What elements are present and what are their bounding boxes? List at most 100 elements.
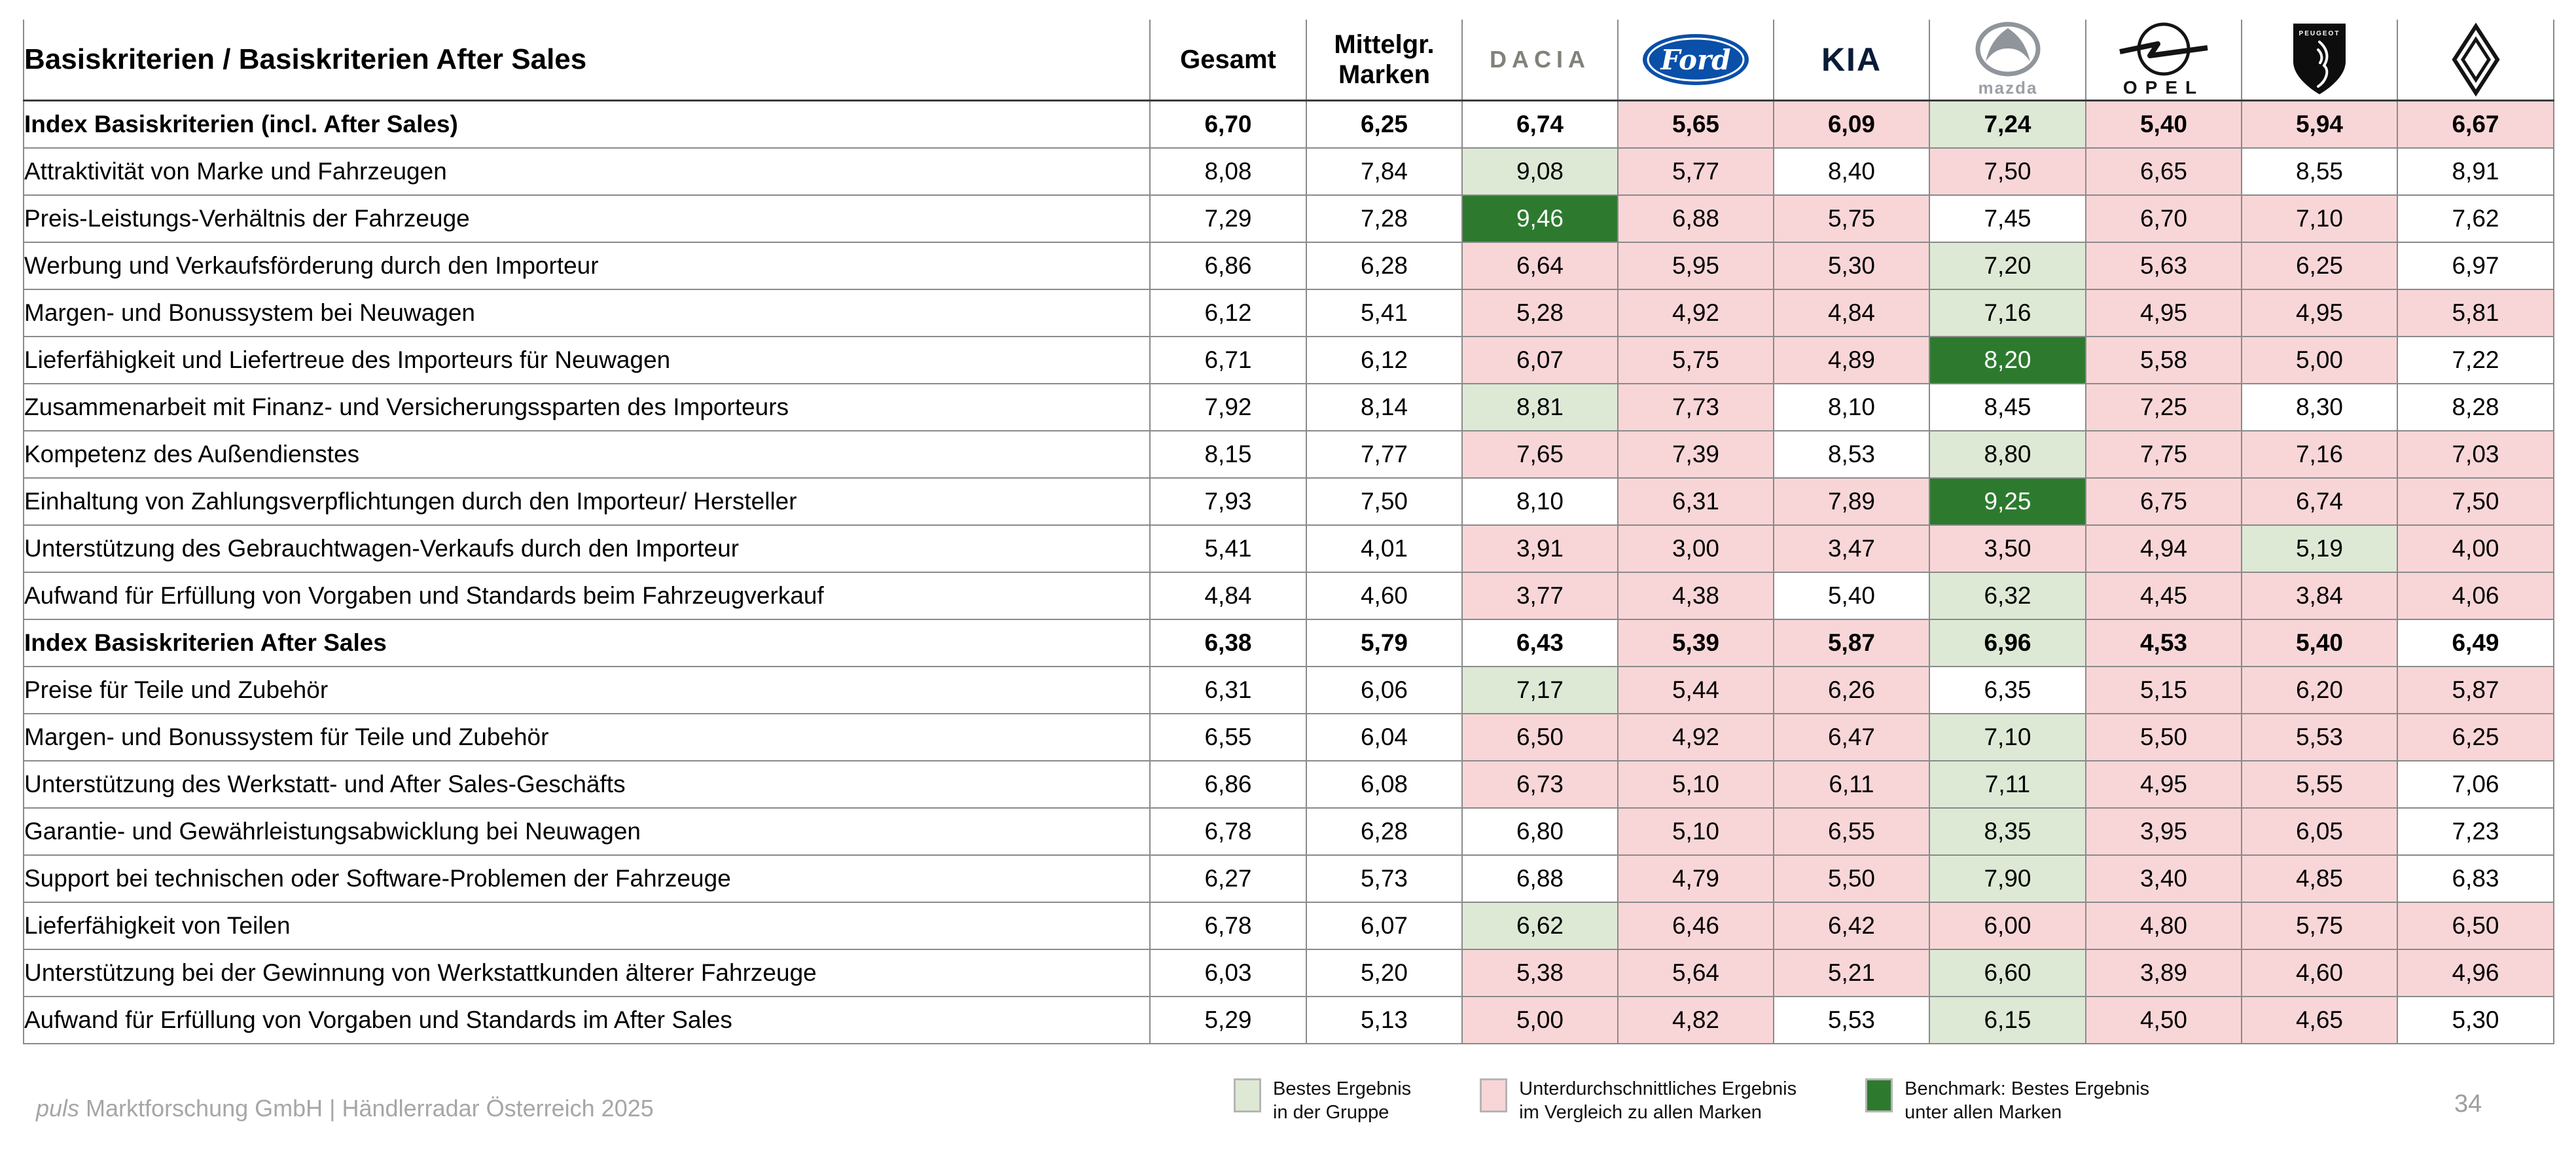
table-title: Basiskriterien / Basiskriterien After Sa… (23, 20, 1151, 101)
value-cell: 7,25 (2085, 382, 2242, 431)
value-cell: 5,53 (2241, 712, 2398, 761)
value-cell: 5,40 (2085, 100, 2242, 149)
table-row: Kompetenz des Außendienstes 8,15 7,77 7,65 7… (23, 430, 2554, 479)
value-cell: 6,20 (2241, 665, 2398, 714)
value-cell: 4,45 (2085, 571, 2242, 620)
value-cell: 6,75 (2085, 477, 2242, 526)
value-cell: 6,78 (1149, 901, 1307, 950)
value-cell: 7,77 (1306, 430, 1463, 479)
table-row: Unterstützung bei der Gewinnung von Werk… (23, 948, 2554, 997)
value-cell: 4,79 (1617, 854, 1774, 903)
value-cell: 3,91 (1461, 524, 1619, 573)
value-cell: 6,74 (1461, 100, 1619, 149)
legend-line: im Vergleich zu allen Marken (1519, 1102, 1762, 1124)
row-label: Garantie- und Gewährleistungsabwicklung … (23, 807, 1151, 856)
table-row: Unterstützung des Werkstatt- und After S… (23, 760, 2554, 809)
value-cell: 8,80 (1929, 430, 2086, 479)
value-cell: 5,63 (2085, 241, 2242, 290)
value-cell: 5,19 (2241, 524, 2398, 573)
value-cell: 7,45 (1929, 194, 2086, 243)
value-cell: 7,93 (1149, 477, 1307, 526)
svg-text:mazda: mazda (1978, 78, 2037, 98)
value-cell: 5,75 (1773, 194, 1930, 243)
row-label: Lieferfähigkeit und Liefertreue des Impo… (23, 335, 1151, 384)
value-cell: 6,27 (1149, 854, 1307, 903)
value-cell: 9,46 (1461, 194, 1619, 243)
value-cell: 6,49 (2397, 618, 2554, 667)
value-cell: 5,87 (2397, 665, 2554, 714)
footer-source: puls Marktforschung GmbH | Händlerradar … (36, 1095, 654, 1122)
value-cell: 6,67 (2397, 100, 2554, 149)
header-col-ford: Ford (1617, 20, 1774, 101)
value-cell: 7,84 (1306, 147, 1463, 196)
value-cell: 9,08 (1461, 147, 1619, 196)
value-cell: 6,15 (1929, 995, 2086, 1044)
value-cell: 7,24 (1929, 100, 2086, 149)
header-col-dacia: DACIA (1461, 20, 1619, 101)
row-label: Preise für Teile und Zubehör (23, 665, 1151, 714)
value-cell: 7,89 (1773, 477, 1930, 526)
value-cell: 6,96 (1929, 618, 2086, 667)
value-cell: 4,84 (1149, 571, 1307, 620)
value-cell: 4,84 (1773, 288, 1930, 337)
value-cell: 5,20 (1306, 948, 1463, 997)
value-cell: 5,15 (2085, 665, 2242, 714)
value-cell: 5,10 (1617, 807, 1774, 856)
value-cell: 4,01 (1306, 524, 1463, 573)
value-cell: 8,81 (1461, 382, 1619, 431)
legend-line: Unterdurchschnittliches Ergebnis (1519, 1078, 1797, 1099)
value-cell: 6,12 (1306, 335, 1463, 384)
value-cell: 6,46 (1617, 901, 1774, 950)
row-label: Kompetenz des Außendienstes (23, 430, 1151, 479)
value-cell: 6,06 (1306, 665, 1463, 714)
svg-text:PEUGEOT: PEUGEOT (2299, 30, 2340, 37)
legend: Bestes Ergebnis in der Gruppe Unterdurch… (1234, 1077, 2149, 1125)
value-cell: 5,53 (1773, 995, 1930, 1044)
row-label: Werbung und Verkaufsförderung durch den … (23, 241, 1151, 290)
value-cell: 6,64 (1461, 241, 1619, 290)
value-cell: 5,55 (2241, 760, 2398, 809)
value-cell: 7,75 (2085, 430, 2242, 479)
value-cell: 4,00 (2397, 524, 2554, 573)
legend-line: unter allen Marken (1905, 1102, 2062, 1124)
table-body: Index Basiskriterien (incl. After Sales)… (23, 100, 2554, 1044)
value-cell: 7,28 (1306, 194, 1463, 243)
value-cell: 6,38 (1149, 618, 1307, 667)
value-cell: 4,96 (2397, 948, 2554, 997)
row-label: Aufwand für Erfüllung von Vorgaben und S… (23, 995, 1151, 1044)
mazda-logo: mazda (1975, 22, 2040, 98)
value-cell: 8,10 (1461, 477, 1619, 526)
value-cell: 6,25 (2397, 712, 2554, 761)
value-cell: 4,65 (2241, 995, 2398, 1044)
value-cell: 4,95 (2085, 760, 2242, 809)
value-cell: 5,28 (1461, 288, 1619, 337)
header-col-opel: OPEL (2085, 20, 2242, 101)
legend-label: Bestes Ergebnis in der Gruppe (1273, 1077, 1411, 1125)
value-cell: 5,94 (2241, 100, 2398, 149)
value-cell: 9,25 (1929, 477, 2086, 526)
value-cell: 5,77 (1617, 147, 1774, 196)
legend-item-below-average: Unterdurchschnittliches Ergebnis im Verg… (1480, 1077, 1797, 1125)
value-cell: 7,03 (2397, 430, 2554, 479)
value-cell: 7,23 (2397, 807, 2554, 856)
value-cell: 7,10 (2241, 194, 2398, 243)
value-cell: 6,26 (1773, 665, 1930, 714)
value-cell: 8,28 (2397, 382, 2554, 431)
value-cell: 3,95 (2085, 807, 2242, 856)
table-row: Aufwand für Erfüllung von Vorgaben und S… (23, 995, 2554, 1044)
value-cell: 5,39 (1617, 618, 1774, 667)
legend-item-benchmark: Benchmark: Bestes Ergebnis unter allen M… (1865, 1077, 2149, 1125)
value-cell: 7,16 (2241, 430, 2398, 479)
table-row: Einhaltung von Zahlungsverpflichtungen d… (23, 477, 2554, 526)
value-cell: 5,58 (2085, 335, 2242, 384)
value-cell: 7,50 (1306, 477, 1463, 526)
value-cell: 6,50 (1461, 712, 1619, 761)
value-cell: 8,91 (2397, 147, 2554, 196)
value-cell: 6,55 (1773, 807, 1930, 856)
benchmark-swatch-icon (1865, 1078, 1893, 1112)
row-label: Preis-Leistungs-Verhältnis der Fahrzeuge (23, 194, 1151, 243)
value-cell: 6,80 (1461, 807, 1619, 856)
table-row: Index Basiskriterien After Sales 6,38 5,79… (23, 618, 2554, 667)
opel-logo: OPEL (2119, 22, 2208, 98)
